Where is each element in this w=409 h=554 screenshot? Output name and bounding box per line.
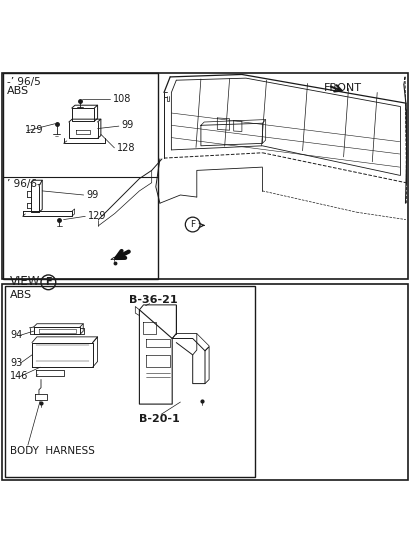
Text: 129: 129 <box>25 125 43 135</box>
Text: BODY  HARNESS: BODY HARNESS <box>10 446 95 456</box>
Bar <box>5 286 254 477</box>
Text: 93: 93 <box>10 358 22 368</box>
Text: 128: 128 <box>117 143 135 153</box>
Text: B-36-21: B-36-21 <box>129 295 178 305</box>
Text: F: F <box>45 278 52 288</box>
Text: ’ 96/6-: ’ 96/6- <box>7 178 41 188</box>
Text: 99: 99 <box>86 190 98 200</box>
Text: FRONT: FRONT <box>323 84 361 94</box>
Text: B-20-1: B-20-1 <box>139 414 180 424</box>
Text: 94: 94 <box>10 330 22 340</box>
Text: ABS: ABS <box>7 86 29 96</box>
Text: 146: 146 <box>10 371 29 381</box>
Text: VIEW: VIEW <box>10 275 40 289</box>
Text: -’ 96/5: -’ 96/5 <box>7 78 41 88</box>
Bar <box>3 73 157 279</box>
Text: F: F <box>190 220 195 229</box>
Bar <box>2 73 407 279</box>
Text: 99: 99 <box>121 120 133 130</box>
Text: 108: 108 <box>112 94 131 104</box>
Text: ABS: ABS <box>10 290 32 300</box>
Bar <box>2 284 407 480</box>
Text: 129: 129 <box>88 211 106 221</box>
